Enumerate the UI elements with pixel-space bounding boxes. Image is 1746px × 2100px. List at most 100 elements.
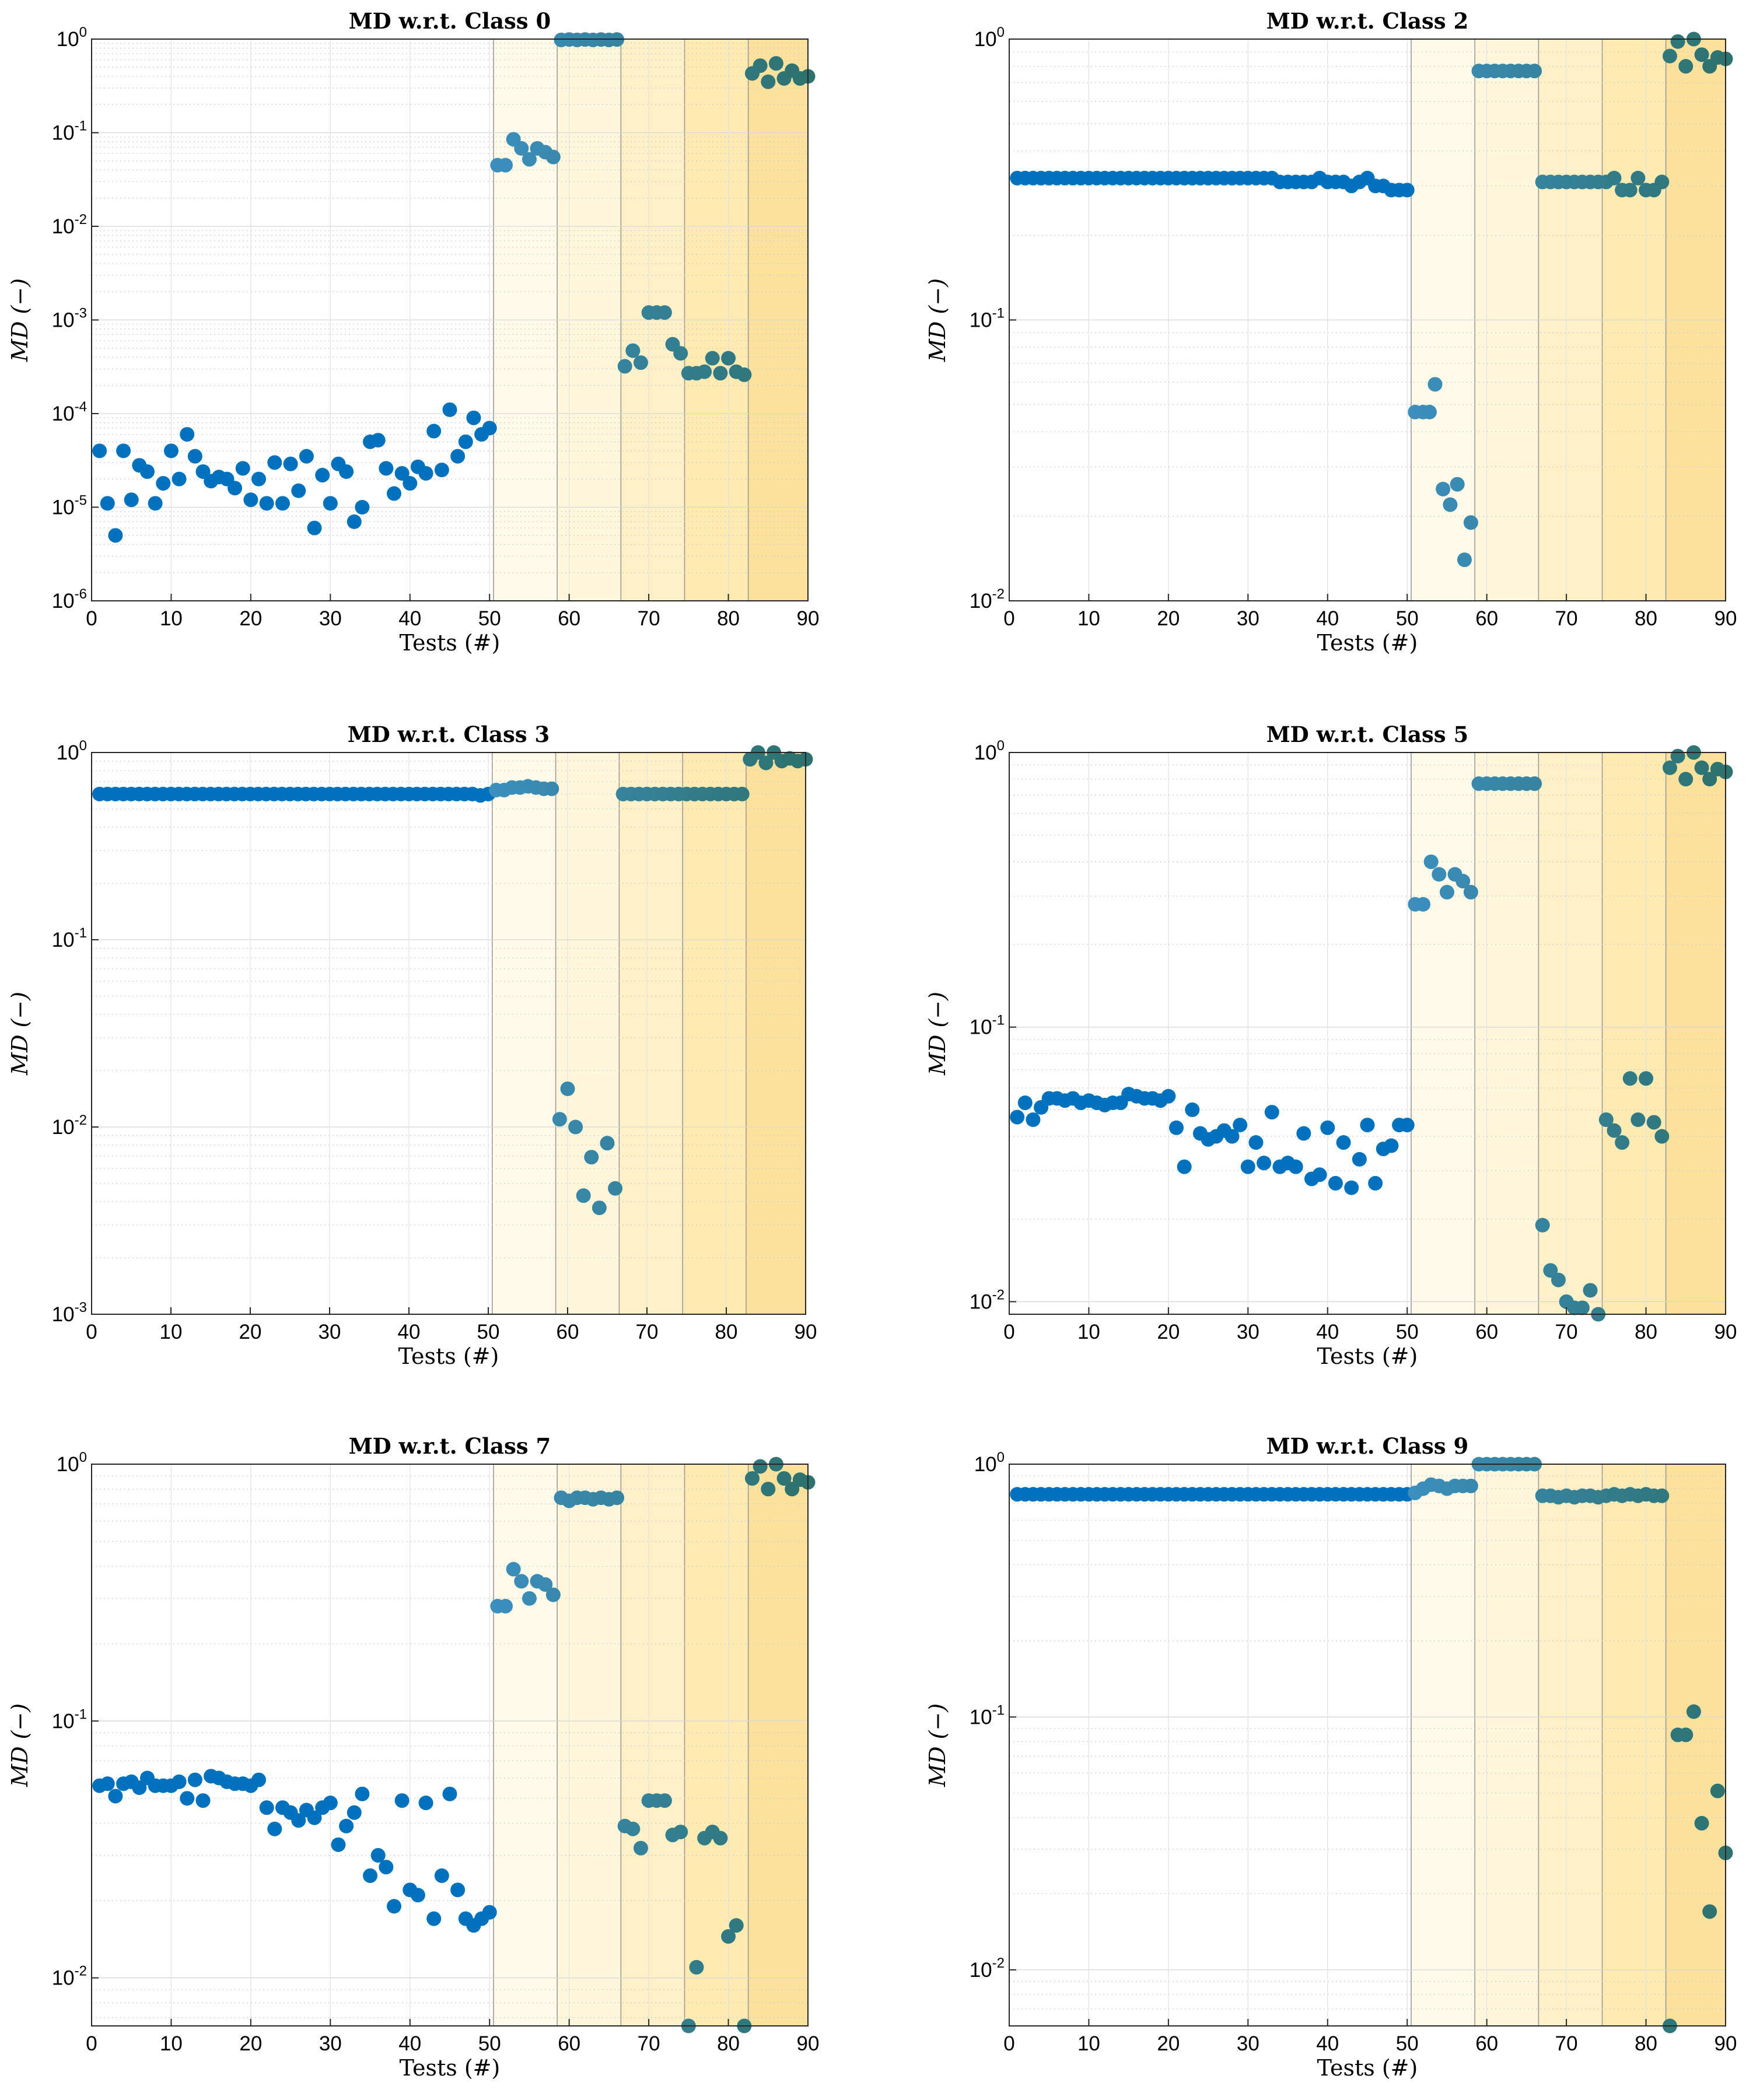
shaded-region: [494, 1464, 558, 2026]
x-tick-label: 90: [1714, 1321, 1737, 1343]
data-point: [713, 366, 728, 381]
data-point: [323, 1796, 338, 1811]
y-axis-label: MD (−): [7, 278, 33, 362]
shaded-region: [1665, 1464, 1726, 2026]
data-point: [100, 1776, 115, 1791]
data-point: [625, 1821, 641, 1836]
data-point: [1622, 1071, 1637, 1086]
x-tick-label: 30: [1237, 607, 1259, 630]
data-point: [108, 528, 123, 543]
shaded-region: [748, 1464, 808, 2026]
x-tick-label: 80: [1635, 1321, 1657, 1343]
data-point: [228, 481, 243, 496]
data-point: [608, 1181, 623, 1196]
y-tick-label: 10-2: [970, 1287, 1005, 1313]
data-point: [1248, 1135, 1264, 1150]
x-tick-label: 60: [1475, 2032, 1498, 2055]
data-point: [1694, 760, 1709, 775]
data-point: [1017, 1096, 1033, 1111]
data-point: [1710, 1783, 1725, 1798]
data-point: [1702, 772, 1717, 787]
x-tick-label: 80: [1635, 2032, 1657, 2055]
data-point: [1161, 1088, 1176, 1104]
data-point: [1427, 377, 1443, 392]
data-point: [1422, 404, 1437, 419]
x-tick-label: 50: [478, 2032, 501, 2055]
data-point: [347, 1805, 362, 1820]
data-point: [506, 1562, 521, 1577]
data-point: [673, 346, 688, 361]
x-tick-label: 20: [239, 607, 262, 630]
shaded-region: [492, 752, 556, 1314]
data-point: [363, 1868, 378, 1883]
y-tick-label: 100: [974, 738, 1005, 764]
data-point: [705, 351, 720, 366]
data-point: [1630, 170, 1646, 186]
shaded-region: [621, 1464, 685, 2026]
data-point: [386, 1899, 401, 1914]
data-point: [657, 1793, 672, 1808]
shaded-region: [557, 1464, 621, 2026]
y-tick-label: 100: [57, 24, 87, 51]
data-point: [1368, 1175, 1383, 1191]
data-point: [1543, 1263, 1558, 1278]
data-point: [442, 402, 457, 417]
x-tick-label: 50: [1396, 2032, 1419, 2055]
y-tick-label: 10-2: [970, 586, 1005, 612]
x-axis-label: Tests (#): [400, 2055, 501, 2081]
axes-box: [1009, 1464, 1726, 2027]
data-point: [721, 1929, 736, 1944]
data-point: [323, 496, 338, 511]
chart-5: 0 10 20 30 40 50 60 70 80 90 10-2 10-1 100 MD w.r.t. …: [7, 1433, 819, 2081]
x-axis-label: Tests (#): [1317, 2055, 1418, 2081]
data-point: [560, 1081, 575, 1096]
data-point: [1463, 884, 1478, 900]
data-point: [1416, 897, 1431, 912]
shaded-region: [1602, 1464, 1666, 2026]
data-point: [625, 343, 641, 358]
x-tick-label: 10: [1077, 2032, 1100, 2055]
data-point: [267, 455, 282, 470]
data-point: [1455, 874, 1471, 889]
x-tick-label: 70: [1555, 607, 1578, 630]
data-point: [758, 755, 774, 771]
x-axis-label: Tests (#): [1317, 1343, 1418, 1369]
data-point: [291, 1813, 306, 1828]
shaded-region: [1411, 1464, 1475, 2026]
data-point: [386, 486, 401, 501]
data-point: [394, 1793, 410, 1808]
data-point: [1439, 884, 1454, 900]
y-tick-label: 10-1: [52, 118, 87, 145]
x-tick-label: 50: [1396, 607, 1419, 630]
data-point: [92, 443, 107, 459]
data-point: [355, 500, 370, 514]
shaded-region: [1665, 752, 1726, 1314]
data-point: [576, 1188, 591, 1203]
shaded-region: [1538, 1464, 1602, 2026]
data-point: [1678, 1727, 1693, 1742]
x-tick-label: 10: [1077, 607, 1100, 630]
x-axis-label: Tests (#): [1317, 630, 1418, 656]
x-tick-label: 0: [86, 607, 97, 630]
x-tick-label: 20: [239, 2032, 262, 2055]
y-tick-label: 10-2: [52, 212, 87, 238]
data-point: [498, 1598, 513, 1614]
data-point: [1527, 776, 1542, 791]
data-point: [100, 496, 115, 511]
data-point: [552, 1112, 567, 1127]
data-point: [1185, 1102, 1200, 1117]
data-point: [1694, 47, 1709, 62]
data-point: [235, 461, 250, 476]
data-point: [394, 466, 410, 481]
data-point: [1026, 1112, 1041, 1127]
x-tick-label: 60: [558, 607, 580, 630]
data-point: [187, 1772, 202, 1787]
y-tick-label: 10-1: [52, 925, 87, 951]
x-tick-label: 50: [1396, 1321, 1419, 1343]
axes-box: [91, 752, 806, 1315]
data-point: [1639, 1071, 1654, 1086]
data-point: [418, 466, 433, 481]
x-tick-label: 70: [1555, 1321, 1578, 1343]
x-axis-label: Tests (#): [400, 630, 501, 656]
x-tick-label: 0: [86, 1321, 97, 1343]
